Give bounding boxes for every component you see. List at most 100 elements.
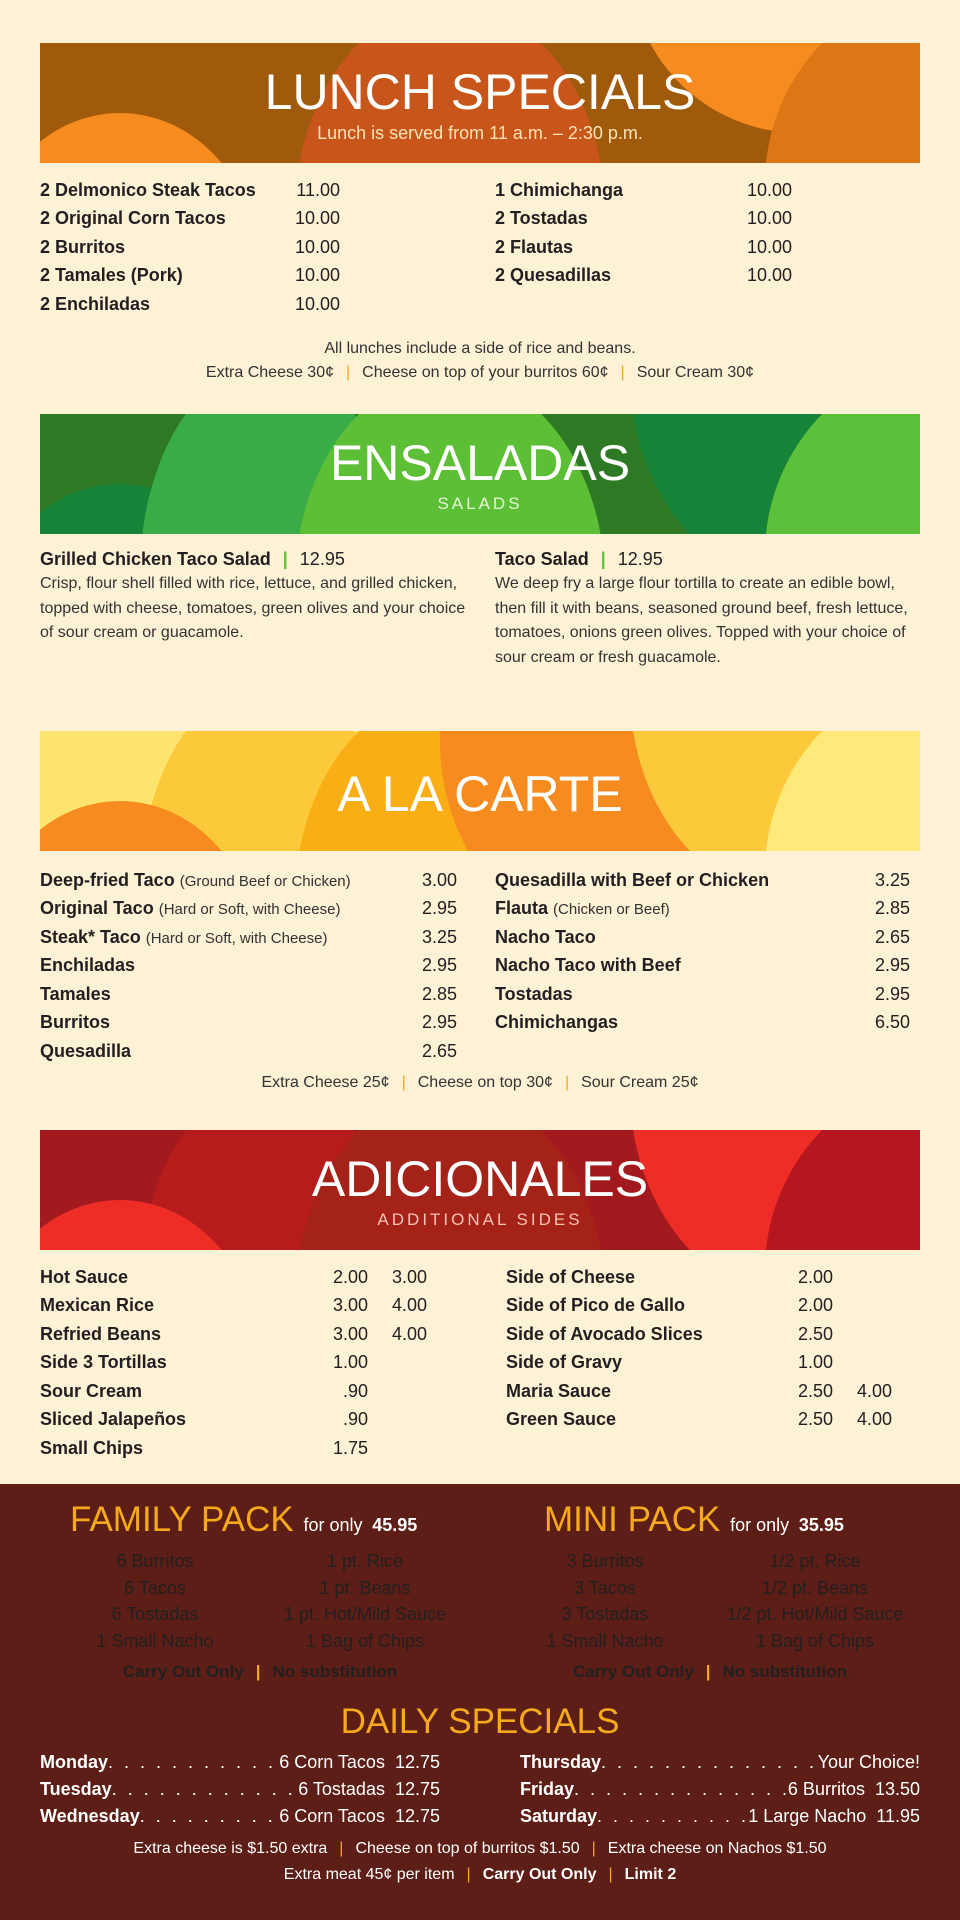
special-item: 6 Tostadas: [298, 1779, 385, 1799]
item-name: 2 Flautas: [495, 236, 574, 257]
pack-name: FAMILY PACK: [70, 1500, 294, 1539]
item-price: 3.25: [421, 926, 457, 947]
item-name: 2 Delmonico Steak Tacos: [40, 179, 256, 200]
item-name: Nacho Taco: [495, 926, 596, 947]
item-price: 2.95: [874, 955, 910, 976]
item-detail: (Chicken or Beef): [553, 901, 670, 919]
menu-item: Chimichangas 6.50: [495, 1009, 915, 1038]
menu-item: 2 Tamales (Pork) 10.00: [40, 262, 390, 291]
note-text: Cheese on top of your burritos 60¢: [362, 364, 609, 381]
menu-item: Quesadilla 2.65: [40, 1037, 460, 1066]
item-name-wrap: Tamales: [40, 984, 410, 1005]
daily-special: Tuesday 6 Tostadas 12.75: [40, 1776, 440, 1803]
note-text: Carry Out Only: [122, 1662, 244, 1681]
menu-item: Flauta (Chicken or Beef) 2.85: [495, 895, 915, 924]
special-item: 6 Corn Tacos: [279, 1806, 385, 1826]
daily-specials-title: DAILY SPECIALS: [340, 1702, 620, 1741]
side-item: Green Sauce 2.50 4.00: [506, 1406, 906, 1435]
item-name: 2 Original Corn Tacos: [40, 208, 226, 229]
item-price-small: 2.50: [797, 1323, 833, 1344]
daily-notes-2: Extra meat 45¢ per item | Carry Out Only | L…: [0, 1866, 960, 1884]
item-price-small: 1.75: [332, 1437, 368, 1458]
item-price-large: 4.00: [391, 1323, 427, 1344]
item-price-small: 2.50: [797, 1380, 833, 1401]
salad-item: Grilled Chicken Taco Salad | 12.95 Crisp, …: [40, 549, 470, 646]
day-name: Monday: [40, 1752, 109, 1772]
special-price: 12.75: [394, 1806, 440, 1826]
item-name-wrap: 2 Flautas: [495, 237, 735, 258]
item-name: 1 Chimichanga: [495, 179, 624, 200]
item-name: Side of Pico de Gallo: [506, 1295, 686, 1316]
item-name: 2 Enchiladas: [40, 293, 151, 314]
item-price-large: 4.00: [391, 1295, 427, 1316]
item-name: Quesadilla: [40, 1040, 132, 1061]
daily-notes-1: Extra cheese is $1.50 extra | Cheese on to…: [0, 1840, 960, 1858]
lunch-specials-banner: LUNCH SPECIALS Lunch is served from 11 a…: [40, 43, 920, 163]
item-name: Side 3 Tortillas: [40, 1352, 167, 1373]
separator: |: [346, 364, 351, 381]
ensaladas-banner: ENSALADAS SALADS: [40, 414, 920, 534]
item-price: 2.95: [421, 955, 457, 976]
menu-item: 2 Quesadillas 10.00: [495, 262, 845, 291]
item-name-wrap: Steak* Taco (Hard or Soft, with Cheese): [40, 927, 410, 948]
menu-item: Burritos 2.95: [40, 1009, 460, 1038]
dot-leader: [108, 1749, 279, 1776]
menu-item: Original Taco (Hard or Soft, with Cheese…: [40, 895, 460, 924]
item-name: Burritos: [40, 1012, 111, 1033]
daily-left-list: Monday 6 Corn Tacos 12.75 Tuesday 6 Tostadas…: [40, 1749, 440, 1830]
pack-item: 1/2 pt. Hot/Mild Sauce: [726, 1604, 904, 1625]
item-price: 2.65: [874, 926, 910, 947]
menu-item: Deep-fried Taco (Ground Beef or Chicken)…: [40, 866, 460, 895]
separator: |: [339, 1840, 344, 1857]
pack-item: 6 Burritos: [116, 1551, 194, 1571]
lunch-note: All lunches include a side of rice and b…: [324, 340, 636, 357]
item-name: Sour Cream: [40, 1380, 143, 1401]
item-name: Enchiladas: [40, 955, 136, 976]
item-price-large: 3.00: [391, 1266, 427, 1287]
item-price: 10.00: [294, 208, 340, 229]
item-name-wrap: 2 Burritos: [40, 237, 280, 258]
item-name-wrap: 1 Chimichanga: [495, 180, 735, 201]
item-name: Original Taco: [40, 898, 154, 919]
pack-item: 1 Small Nacho: [96, 1631, 214, 1652]
pack-item: 6 Tacos: [124, 1577, 186, 1598]
salad-description: We deep fry a large flour tortilla to cr…: [495, 575, 908, 666]
item-detail: (Hard or Soft, with Cheese): [145, 929, 328, 947]
note-text: Carry Out Only: [572, 1662, 694, 1681]
item-price: 10.00: [294, 265, 340, 286]
dot-leader: [601, 1749, 818, 1776]
item-name: Side of Avocado Slices: [506, 1323, 703, 1344]
section-title: LUNCH SPECIALS: [264, 64, 696, 120]
item-price: 3.00: [421, 869, 457, 890]
daily-right-list: Thursday Your Choice! Friday 6 Burritos 13.5…: [520, 1749, 920, 1830]
note-text: Extra Cheese 30¢: [205, 364, 334, 381]
carte-right-list: Quesadilla with Beef or Chicken 3.25 Flaut…: [495, 866, 915, 1037]
day-name: Wednesday: [40, 1806, 140, 1826]
separator: |: [401, 1074, 406, 1091]
pack-item: 1 Bag of Chips: [305, 1631, 425, 1652]
side-item: Maria Sauce 2.50 4.00: [506, 1377, 906, 1406]
note-text: Cheese on top of burritos $1.50: [355, 1840, 580, 1857]
item-name-wrap: Flauta (Chicken or Beef): [495, 898, 865, 919]
section-title: ADICIONALES: [311, 1151, 649, 1207]
menu-item: Quesadilla with Beef or Chicken 3.25: [495, 866, 915, 895]
note-text: Cheese on top 30¢: [417, 1074, 553, 1091]
item-name-wrap: Chimichangas: [495, 1012, 865, 1033]
section-title: ENSALADAS: [329, 435, 631, 491]
family-pack-notes: Carry Out Only | No substitution: [50, 1662, 470, 1682]
item-name-wrap: 2 Tostadas: [495, 208, 735, 229]
pack-item: 1/2 pt. Rice: [769, 1551, 861, 1571]
side-item: Sour Cream .90: [40, 1377, 440, 1406]
mini-pack-items: 3 Burritos 1/2 pt. Rice 3 Tacos 1/2 pt. Bea…: [500, 1548, 920, 1655]
item-name-wrap: 2 Quesadillas: [495, 265, 735, 286]
item-price-small: 2.00: [332, 1266, 368, 1287]
section-subtitle: Lunch is served from 11 a.m. – 2:30 p.m.: [317, 123, 643, 143]
pack-item: 3 Tostadas: [561, 1604, 649, 1625]
item-name: 2 Tamales (Pork): [40, 265, 183, 286]
carte-extras: Extra Cheese 25¢ | Cheese on top 30¢ | Sour …: [0, 1074, 960, 1092]
item-name-wrap: Nacho Taco with Beef: [495, 955, 865, 976]
pack-item: 3 Tacos: [574, 1577, 636, 1598]
separator: |: [255, 1662, 261, 1681]
pack-item: 1/2 pt. Beans: [761, 1577, 869, 1598]
item-name-wrap: Nacho Taco: [495, 927, 865, 948]
